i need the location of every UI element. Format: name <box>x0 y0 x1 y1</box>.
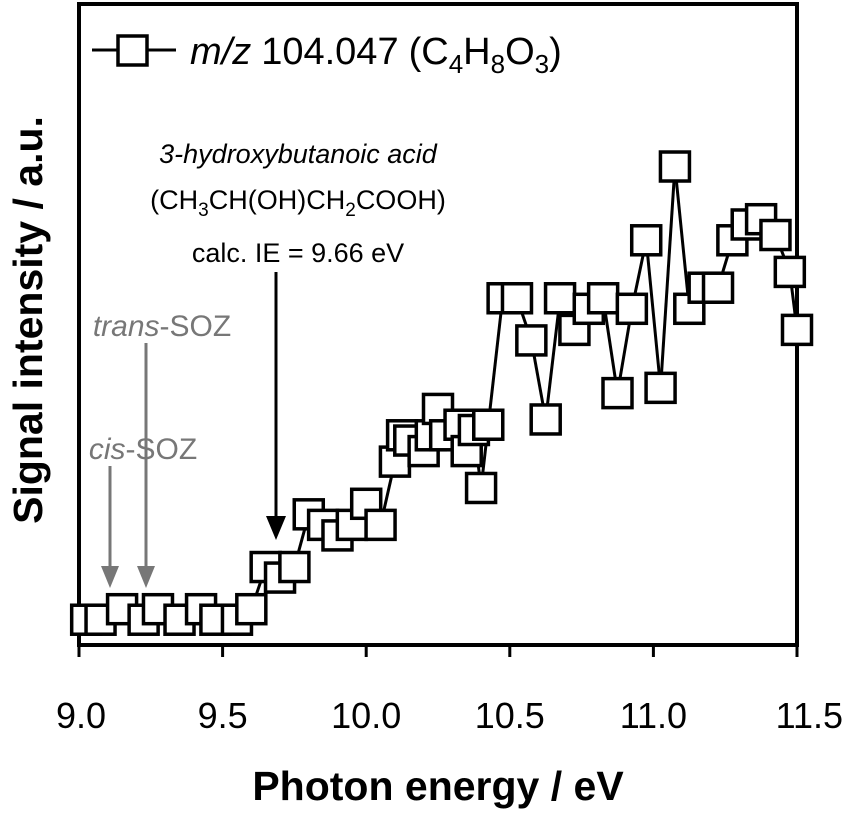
data-point <box>529 403 562 436</box>
compound-formula: (CH3CH(OH)CH2COOH) <box>150 185 446 221</box>
x-tick-label: 11.0 <box>620 695 687 736</box>
series-segment <box>674 180 690 295</box>
data-point <box>644 371 677 405</box>
cis-prefix: cis <box>89 433 126 466</box>
compound-formula-sub2: 2 <box>345 200 356 221</box>
series-segment <box>646 254 661 374</box>
series-segment <box>382 475 394 511</box>
series-segment <box>254 581 263 596</box>
legend-formula-open: (C <box>409 31 449 73</box>
x-axis-title: Photon energy / eV <box>252 763 624 809</box>
data-point <box>278 550 311 584</box>
compound-formula-sub1: 3 <box>198 200 209 221</box>
x-tick-label: 11.5 <box>776 695 843 736</box>
data-point <box>543 282 577 315</box>
legend-formula-sub2: 8 <box>491 49 505 79</box>
data-point <box>500 282 534 315</box>
annotation-cis-soz: cis-SOZ <box>89 433 197 588</box>
series-segment <box>296 528 307 553</box>
x-tick-label: 9.5 <box>198 695 248 736</box>
legend-formula-close: ) <box>549 31 562 73</box>
series-segment <box>633 254 645 295</box>
cis-soz-arrow-head <box>101 566 119 588</box>
trans-prefix: trans <box>93 310 160 343</box>
data-point <box>701 271 735 304</box>
annotation-trans-soz: trans-SOZ <box>93 310 231 588</box>
series-segment <box>660 180 676 374</box>
series-segment <box>618 323 631 379</box>
trans-soz-label: trans-SOZ <box>93 310 231 343</box>
series-segment <box>532 354 545 406</box>
data-point <box>658 150 692 183</box>
y-axis-title: Signal intensity / a.u. <box>5 116 51 524</box>
legend-prefix: m/z <box>190 31 251 73</box>
compound-formula-part3: COOH) <box>356 185 446 215</box>
compound-formula-part1: (CH <box>150 185 198 215</box>
data-point <box>472 408 505 441</box>
data-point <box>515 324 548 357</box>
x-tick-label: 10.5 <box>475 695 545 736</box>
compound-name: 3-hydroxybutanoic acid <box>159 139 438 169</box>
data-point <box>601 376 634 410</box>
series-segment <box>520 312 528 327</box>
compound-formula-part2: CH(OH)CH <box>209 185 345 215</box>
series-segment <box>720 254 730 274</box>
data-point <box>464 471 498 505</box>
legend-formula-sub3: 3 <box>535 49 549 79</box>
legend-marker <box>116 34 149 67</box>
series-segment <box>790 286 797 316</box>
ionization-energy-label: calc. IE = 9.66 eV <box>192 238 404 268</box>
trans-soz-arrow-head <box>137 566 155 588</box>
legend-mass: 104.047 <box>261 31 398 73</box>
data-point <box>615 292 649 326</box>
legend-formula-sub1: 4 <box>449 49 463 79</box>
data-point <box>629 224 663 257</box>
data-point <box>780 313 814 347</box>
legend-label: m/z 104.047 (C4H8O3) <box>190 31 562 79</box>
series-segment <box>603 312 617 379</box>
trans-suffix: -SOZ <box>160 310 232 343</box>
cis-soz-label: cis-SOZ <box>89 433 197 466</box>
series-segment <box>545 312 560 406</box>
annotation-3-hydroxybutanoic-acid: 3-hydroxybutanoic acid (CH3CH(OH)CH2COOH… <box>150 139 446 540</box>
legend-formula-o: O <box>505 31 535 73</box>
data-point <box>759 218 792 252</box>
data-point <box>364 508 397 542</box>
legend: m/z 104.047 (C4H8O3) <box>92 31 562 79</box>
x-tick-label: 9.0 <box>56 695 106 736</box>
x-axis-ticks <box>77 645 799 657</box>
series-markers <box>69 150 814 636</box>
ie-arrow-head <box>266 516 286 540</box>
x-tick-label: 10.0 <box>331 695 401 736</box>
cis-suffix: -SOZ <box>126 433 198 466</box>
x-axis-tick-labels: 9.0 9.5 10.0 10.5 11.0 11.5 <box>56 695 843 736</box>
data-point <box>586 282 620 315</box>
legend-formula-h: H <box>463 31 490 73</box>
data-point <box>773 255 807 289</box>
series-segment <box>488 312 503 411</box>
data-point <box>235 592 268 626</box>
